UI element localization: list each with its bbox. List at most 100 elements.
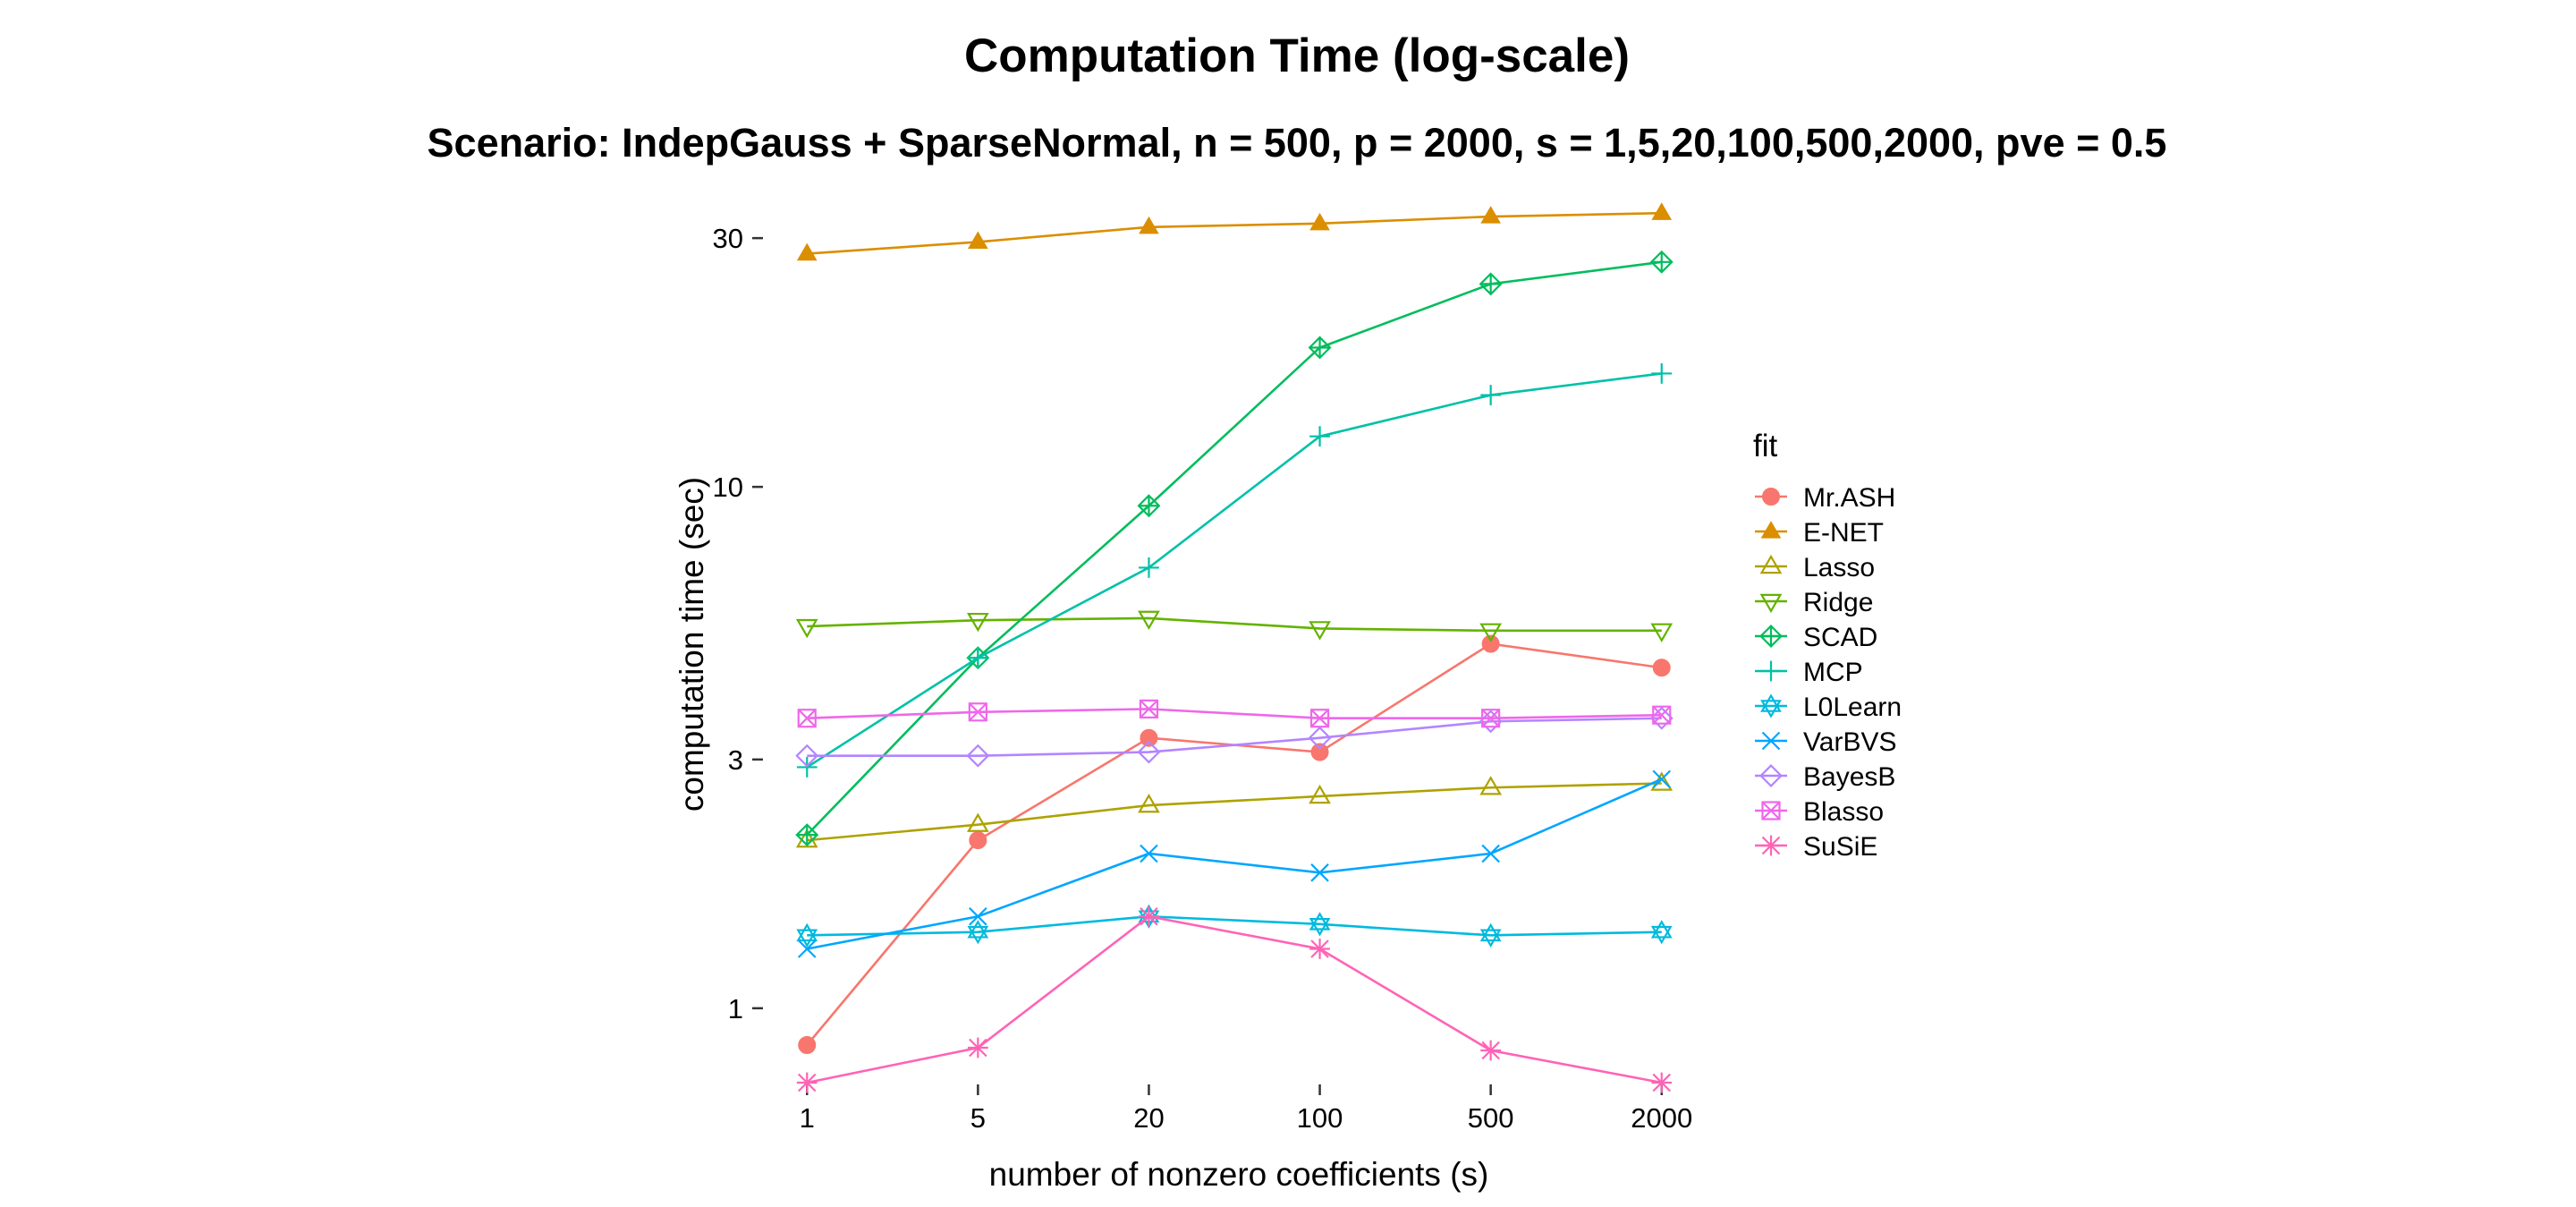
legend-label: Blasso — [1803, 797, 1884, 827]
data-point-scad — [1308, 336, 1332, 360]
legend-label: SuSiE — [1803, 832, 1877, 862]
legend-label: MCP — [1803, 658, 1863, 687]
data-point-scad — [1649, 250, 1674, 274]
series-line-mr-ash — [806, 642, 1662, 1046]
data-point-e-net — [1139, 216, 1159, 234]
data-point-mr-ash — [1310, 743, 1329, 761]
series-line-e-net — [807, 211, 1662, 255]
data-point-mr-ash — [1652, 659, 1671, 677]
data-point-scad — [795, 823, 819, 847]
series-line-mcp — [806, 372, 1662, 769]
data-point-mcp — [1480, 385, 1502, 405]
legend-item-mr-ash: Mr.ASH — [1755, 483, 1895, 513]
x-tick-label: 1 — [800, 1102, 815, 1134]
data-point-bayesb — [1308, 726, 1332, 750]
series-lasso — [795, 771, 1674, 848]
data-point-mcp — [1139, 557, 1159, 578]
legend-key-marker — [1760, 521, 1782, 539]
legend-label: L0Learn — [1803, 693, 1902, 722]
series-ridge — [795, 610, 1674, 642]
series-line-scad — [806, 260, 1662, 837]
legend-key-marker — [1760, 693, 1782, 718]
data-point-ridge — [966, 612, 989, 633]
data-point-l0learn — [1650, 920, 1673, 945]
data-point-varbvs — [1310, 863, 1329, 882]
data-point-blasso — [1652, 705, 1672, 725]
data-point-varbvs — [1481, 844, 1500, 863]
legend-item-blasso: Blasso — [1755, 797, 1884, 827]
legend-key-marker — [1759, 593, 1783, 614]
data-point-ridge — [1138, 610, 1160, 631]
data-point-mcp — [1651, 363, 1673, 384]
data-point-ridge — [1650, 623, 1674, 642]
series-varbvs — [797, 769, 1672, 958]
series-blasso — [797, 699, 1672, 728]
x-tick-label: 20 — [1133, 1102, 1164, 1134]
data-point-lasso — [966, 812, 989, 832]
series-layer — [795, 202, 1674, 1093]
legend-label: Lasso — [1803, 553, 1875, 582]
data-point-bayesb — [1137, 740, 1161, 764]
series-line-bayesb — [807, 717, 1662, 757]
series-line-susie — [806, 914, 1662, 1084]
data-point-e-net — [968, 231, 988, 250]
data-point-blasso — [1309, 709, 1330, 728]
x-axis: 1 5 20 100 500 2000 — [800, 1084, 1692, 1134]
data-point-susie — [1480, 1040, 1502, 1061]
legend-label: VarBVS — [1803, 727, 1897, 757]
legend-item-l0learn: L0Learn — [1755, 693, 1902, 722]
x-tick-label: 500 — [1468, 1102, 1514, 1134]
series-mcp — [796, 363, 1673, 778]
data-point-varbvs — [1652, 769, 1672, 789]
data-point-l0learn — [1309, 912, 1331, 937]
legend-key-marker — [1761, 731, 1781, 751]
data-point-l0learn — [796, 922, 818, 948]
y-tick-label: 1 — [728, 993, 743, 1024]
data-point-lasso — [1479, 776, 1503, 795]
y-tick-label: 30 — [713, 223, 743, 254]
chart-title: Computation Time (log-scale) — [964, 30, 1630, 82]
legend-item-scad: SCAD — [1755, 623, 1877, 652]
legend-label: E-NET — [1803, 518, 1884, 548]
data-point-ridge — [1309, 621, 1331, 641]
data-point-e-net — [1309, 212, 1330, 231]
legend-item-bayesb: BayesB — [1755, 762, 1895, 792]
data-point-ridge — [1479, 623, 1503, 642]
legend-item-varbvs: VarBVS — [1755, 727, 1897, 757]
data-point-lasso — [1309, 784, 1331, 804]
series-susie — [796, 905, 1673, 1093]
x-axis-title: number of nonzero coefficients (s) — [989, 1156, 1489, 1193]
series-mr-ash — [798, 634, 1671, 1054]
legend-label: SCAD — [1803, 623, 1877, 652]
legend-key-marker — [1759, 554, 1783, 574]
series-line-blasso — [807, 708, 1662, 720]
data-point-bayesb — [795, 744, 819, 768]
data-point-lasso — [1138, 793, 1160, 813]
legend-label: Ridge — [1803, 588, 1873, 617]
data-point-susie — [1139, 905, 1159, 927]
data-point-susie — [1309, 939, 1330, 959]
y-tick-label: 10 — [713, 472, 743, 503]
legend: Mr.ASH E-NET Lasso Ridge SCAD MCP L0Learn VarBV… — [1755, 483, 1902, 862]
x-tick-label: 100 — [1297, 1102, 1343, 1134]
data-point-scad — [1137, 494, 1161, 518]
legend-key-marker — [1762, 488, 1780, 506]
legend-title: fit — [1753, 429, 1778, 463]
data-point-susie — [796, 1072, 818, 1093]
data-point-blasso — [797, 709, 817, 728]
data-point-ridge — [795, 618, 818, 639]
series-line-ridge — [807, 616, 1662, 633]
data-point-mcp — [967, 647, 988, 668]
data-point-susie — [967, 1037, 988, 1058]
legend-label: BayesB — [1803, 762, 1895, 792]
data-point-e-net — [796, 242, 818, 261]
data-point-l0learn — [967, 920, 989, 945]
data-point-varbvs — [797, 939, 817, 958]
data-point-e-net — [1480, 206, 1501, 224]
legend-key-marker — [1760, 835, 1782, 856]
data-point-varbvs — [969, 906, 987, 926]
legend-key-marker — [1759, 764, 1783, 787]
legend-item-ridge: Ridge — [1755, 588, 1873, 617]
data-point-bayesb — [966, 744, 990, 768]
data-point-e-net — [1651, 202, 1673, 220]
